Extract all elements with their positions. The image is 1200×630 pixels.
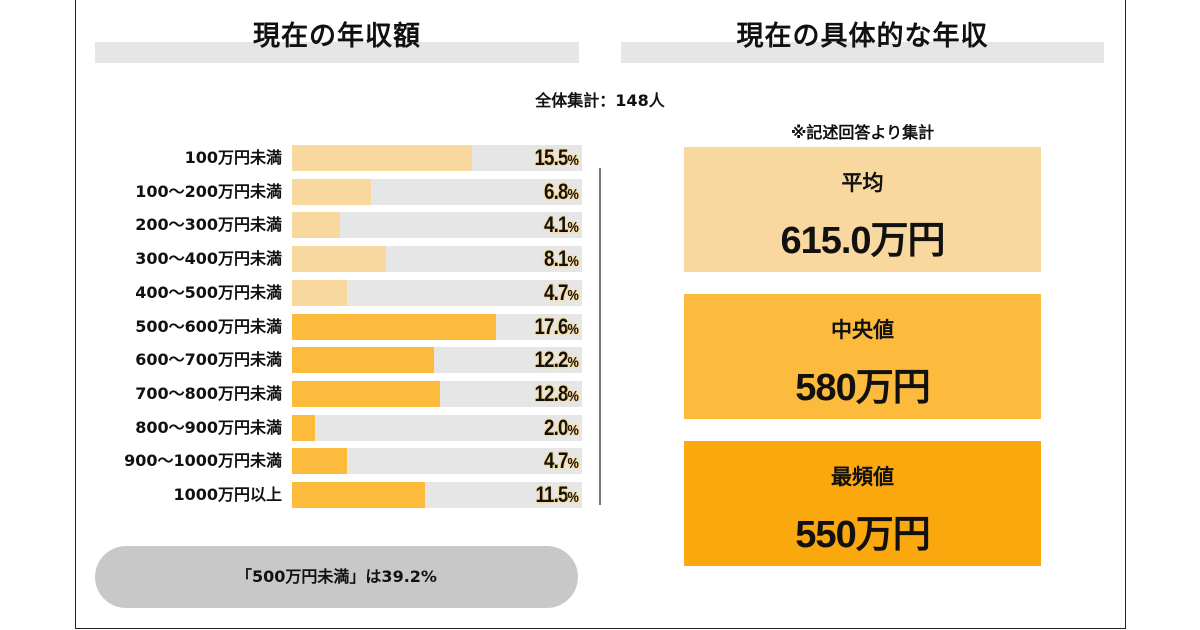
value-unit: %: [567, 455, 579, 473]
bar-track: [292, 380, 582, 407]
category-label: 300～400万円未満: [135, 249, 282, 269]
bar: [292, 380, 441, 407]
stat-box: 最頻値 550万円: [684, 441, 1041, 566]
value-number: 15.5: [534, 145, 569, 170]
value-unit: %: [567, 320, 579, 338]
value-label: 4.7%: [335, 279, 579, 309]
bar: [292, 414, 316, 441]
bar: [292, 313, 497, 340]
value-unit: %: [567, 286, 579, 304]
stat-value: 615.0万円: [780, 220, 945, 262]
value-label: 2.0%: [335, 414, 579, 444]
bar: [292, 178, 371, 205]
bar: [292, 347, 434, 374]
bar: [292, 482, 426, 508]
value-unit: %: [567, 421, 579, 439]
stat-label: 中央値: [831, 318, 894, 342]
bar: [292, 448, 347, 475]
value-unit: %: [567, 219, 579, 237]
category-label: 800～900万円未満: [135, 417, 282, 437]
value-label: 8.1%: [335, 246, 579, 275]
bar: [292, 246, 386, 273]
category-label: 100万円未満: [184, 148, 282, 167]
left-title-underline: [95, 42, 579, 63]
divider-line: [599, 168, 601, 505]
bar-track: [292, 279, 582, 306]
stat-box: 平均 615.0万円: [684, 147, 1041, 272]
value-number: 17.6: [534, 313, 569, 339]
category-label: 200～300万円未満: [135, 215, 282, 235]
value-number: 12.8: [534, 380, 569, 406]
summary-pill: 「500万円未満」は39.2%: [95, 546, 578, 608]
right-title: 現在の具体的な年収: [736, 21, 989, 52]
stat-value: 580万円: [795, 367, 930, 409]
value-label: 12.8%: [335, 380, 579, 410]
value-number: 4.1: [544, 212, 568, 238]
category-label: 400～500万円未満: [135, 282, 282, 302]
bar-track: [292, 448, 582, 475]
bar: [292, 212, 340, 239]
value-label: 17.6%: [335, 313, 579, 343]
value-label: 4.7%: [335, 448, 579, 477]
left-title: 現在の年収額: [253, 21, 421, 52]
value-label: 4.1%: [335, 212, 579, 241]
stat-box: 中央値 580万円: [684, 294, 1041, 419]
stat-value: 550万円: [795, 514, 930, 556]
value-number: 12.2: [534, 347, 569, 373]
bar-track: [292, 246, 582, 273]
value-unit: %: [567, 489, 579, 506]
value-label: 15.5%: [335, 145, 579, 174]
value-label: 12.2%: [335, 347, 579, 376]
bar-track: [292, 313, 582, 340]
value-unit: %: [567, 387, 579, 405]
category-label: 900～1000万円未満: [124, 451, 282, 471]
value-unit: %: [567, 152, 579, 169]
value-number: 8.1: [544, 246, 568, 272]
bar: [292, 279, 347, 306]
total-count: 全体集計：148人: [535, 91, 665, 110]
value-label: 11.5%: [335, 482, 579, 511]
value-number: 6.8: [544, 178, 568, 204]
bar-track: [292, 414, 582, 441]
bar-track: [292, 212, 582, 239]
category-label: 600～700万円未満: [135, 350, 282, 370]
value-unit: %: [567, 354, 579, 372]
bar-track: [292, 178, 582, 205]
value-label: 6.8%: [335, 178, 579, 208]
bar-track: [292, 145, 582, 171]
bar: [292, 145, 472, 171]
bar-track: [292, 347, 582, 374]
value-number: 11.5: [535, 482, 569, 507]
category-label: 500～600万円未満: [135, 316, 282, 336]
value-number: 4.7: [544, 279, 568, 305]
value-unit: %: [567, 253, 579, 271]
category-label: 100～200万円未満: [135, 181, 282, 201]
stat-label: 最頻値: [831, 465, 894, 489]
infographic-frame: [75, 0, 1126, 629]
right-title-underline: [621, 42, 1104, 63]
value-unit: %: [567, 185, 579, 203]
stat-label: 平均: [841, 171, 884, 195]
note: ※記述回答より集計: [790, 123, 935, 142]
value-number: 2.0: [544, 414, 568, 440]
value-number: 4.7: [544, 448, 568, 474]
category-label: 700～800万円未満: [135, 383, 282, 403]
bar-track: [292, 482, 582, 508]
category-label: 1000万円以上: [173, 485, 282, 504]
